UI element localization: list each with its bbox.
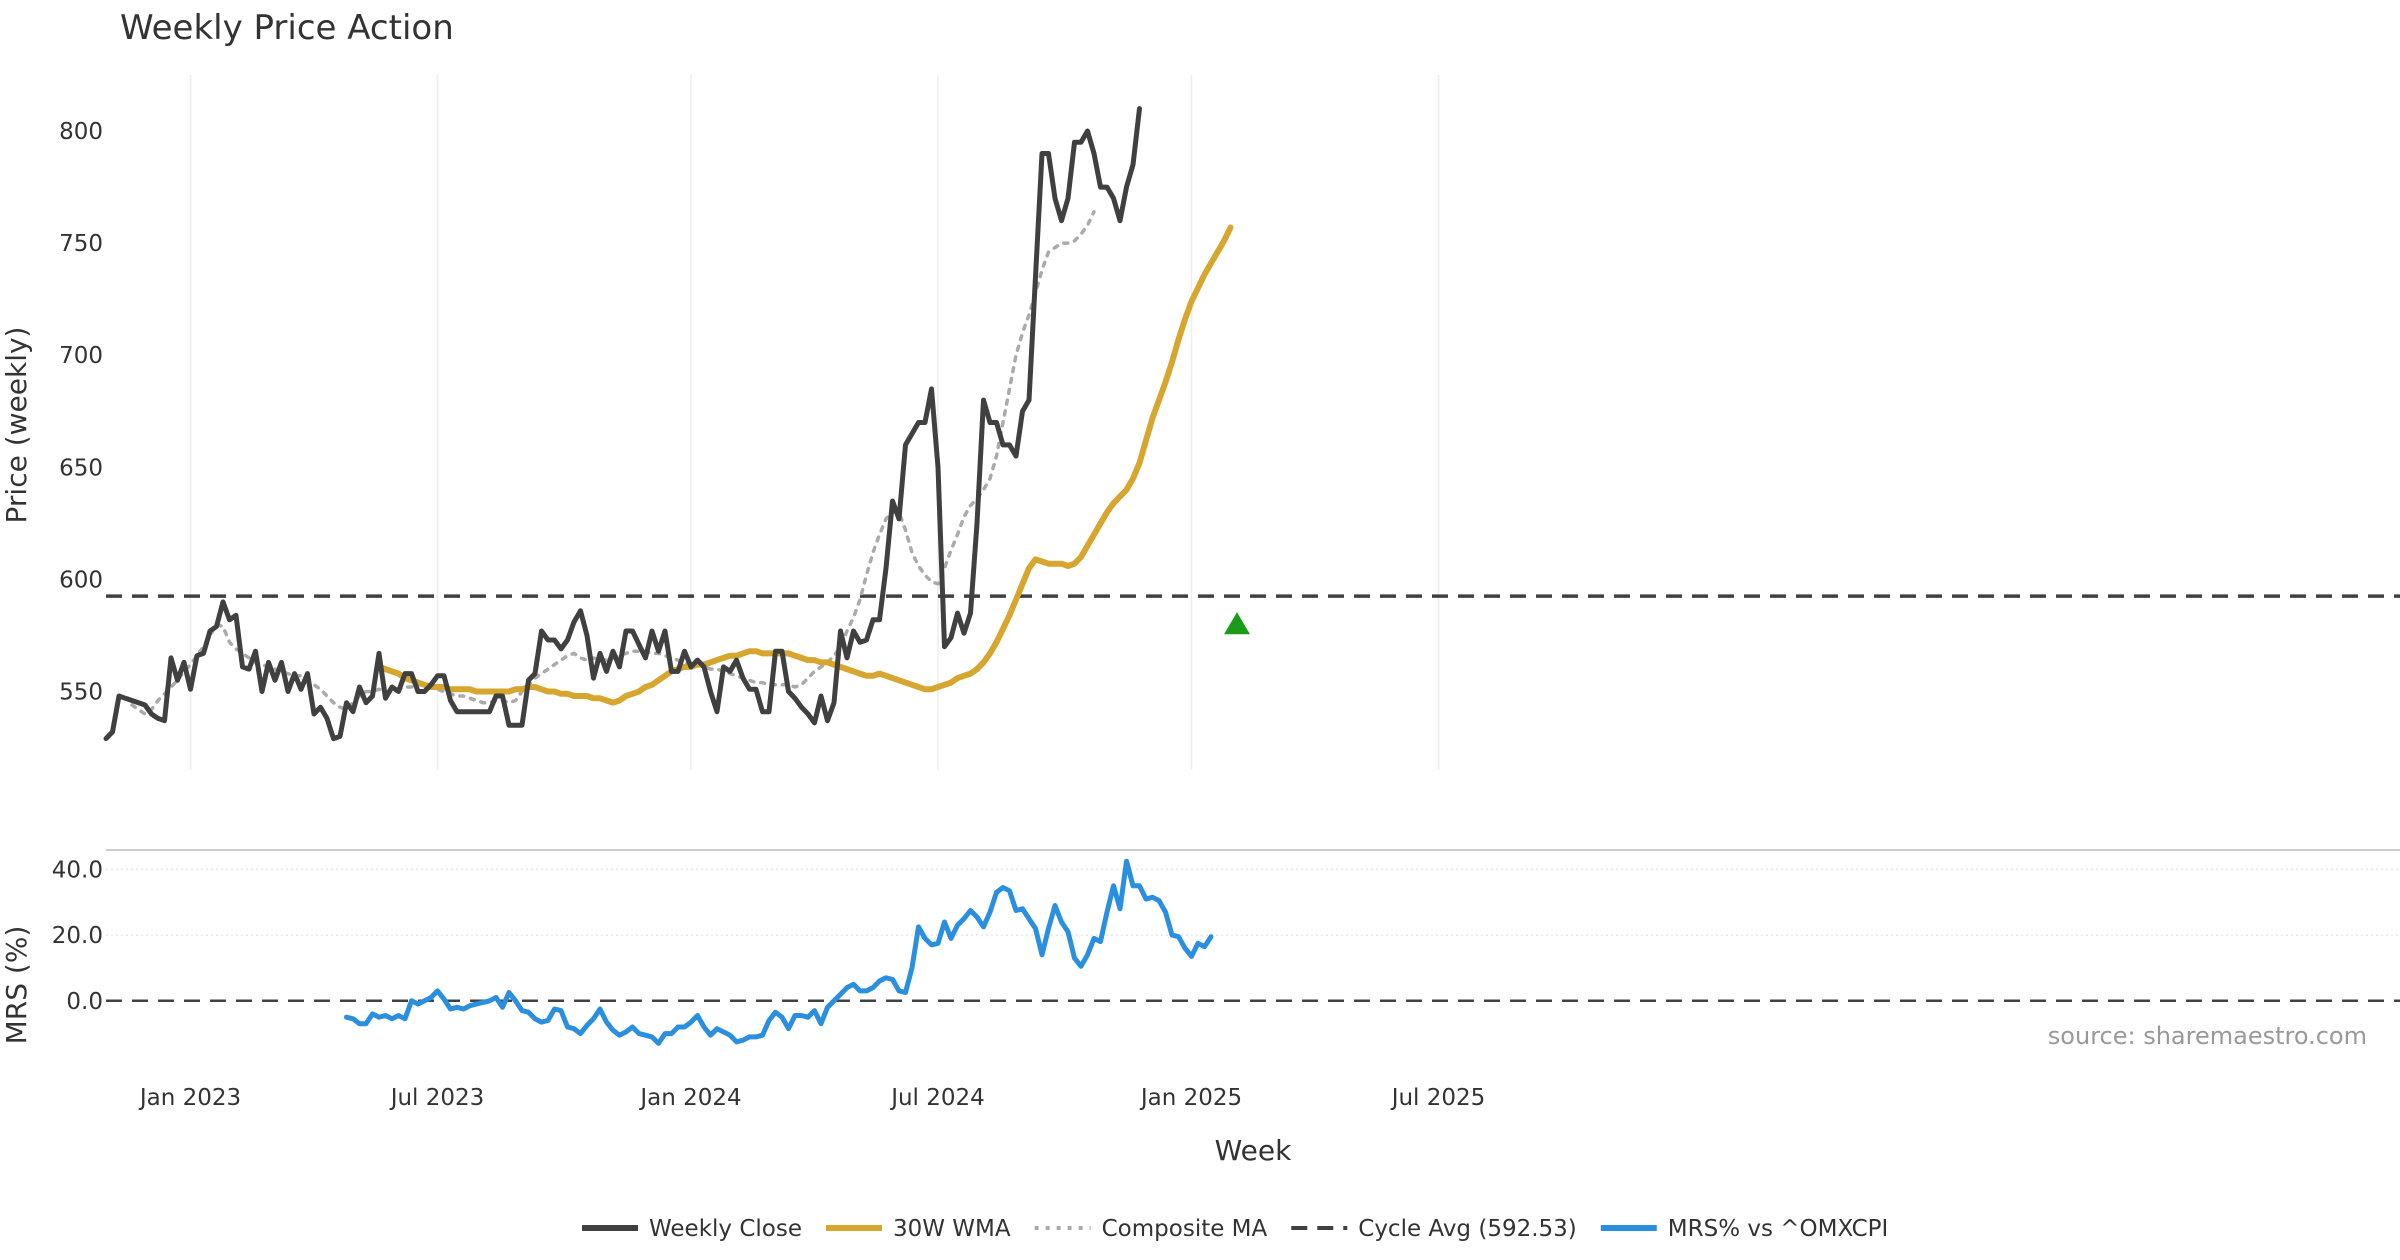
x-tick-label: Jul 2025 bbox=[1390, 1085, 1486, 1111]
price-series-group bbox=[103, 106, 2400, 742]
mrs-series-group bbox=[106, 858, 2400, 1046]
legend-label: MRS% vs ^OMXCPI bbox=[1668, 1216, 1889, 1242]
legend-label: Cycle Avg (592.53) bbox=[1358, 1216, 1577, 1242]
price-y-ticks: 550 600 650 700 750 800 bbox=[59, 119, 103, 705]
series-weekly-close bbox=[103, 106, 1142, 742]
price-panel-gridlines bbox=[189, 75, 1440, 770]
mrs-panel-gridlines bbox=[106, 868, 2400, 936]
chart-title: Weekly Price Action bbox=[120, 8, 454, 48]
price-y-tick-label: 750 bbox=[59, 231, 103, 257]
legend-label: Composite MA bbox=[1102, 1216, 1268, 1242]
price-y-tick-label: 550 bbox=[59, 680, 103, 706]
mrs-y-ticks: 0.0 20.0 40.0 bbox=[52, 857, 103, 1014]
price-y-tick-label: 600 bbox=[59, 567, 103, 593]
signal-marker-triangle bbox=[1224, 612, 1250, 635]
mrs-y-tick-label: 0.0 bbox=[66, 989, 103, 1015]
mrs-y-tick-label: 40.0 bbox=[52, 857, 103, 883]
price-y-axis-label: Price (weekly) bbox=[0, 327, 33, 524]
x-tick-label: Jul 2024 bbox=[889, 1085, 985, 1111]
mrs-y-tick-label: 20.0 bbox=[52, 923, 103, 949]
legend-item-weekly-close: Weekly Close bbox=[582, 1216, 802, 1242]
price-y-tick-label: 650 bbox=[59, 455, 103, 481]
legend-item-30w-wma: 30W WMA bbox=[825, 1216, 1011, 1242]
x-tick-label: Jul 2023 bbox=[389, 1085, 485, 1111]
series-30w-wma bbox=[376, 224, 1234, 706]
x-tick-label: Jan 2023 bbox=[138, 1085, 241, 1111]
source-annotation: source: sharemaestro.com bbox=[2048, 1022, 2367, 1050]
legend-item-mrs-vs-omxcpi: MRS% vs ^OMXCPI bbox=[1600, 1216, 1889, 1242]
legend-label: Weekly Close bbox=[649, 1216, 802, 1242]
price-y-tick-label: 700 bbox=[59, 343, 103, 369]
legend-item-composite-ma: Composite MA bbox=[1034, 1216, 1268, 1242]
x-tick-label: Jan 2024 bbox=[638, 1085, 741, 1111]
legend-item-cycle-avg-592-53: Cycle Avg (592.53) bbox=[1291, 1216, 1577, 1242]
price-y-tick-label: 800 bbox=[59, 119, 103, 145]
x-axis-ticks: Jan 2023 Jul 2023 Jan 2024 Jul 2024 Jan 2025… bbox=[138, 1085, 1485, 1111]
mrs-y-axis-label: MRS (%) bbox=[0, 926, 33, 1045]
x-axis-label: Week bbox=[1215, 1134, 1292, 1167]
series-mrs-vs-omxcpi bbox=[344, 858, 1214, 1046]
x-tick-label: Jan 2025 bbox=[1139, 1085, 1242, 1111]
legend-label: 30W WMA bbox=[893, 1216, 1011, 1242]
legend: Weekly Close 30W WMA Composite MA Cycle Avg… bbox=[582, 1216, 1888, 1242]
